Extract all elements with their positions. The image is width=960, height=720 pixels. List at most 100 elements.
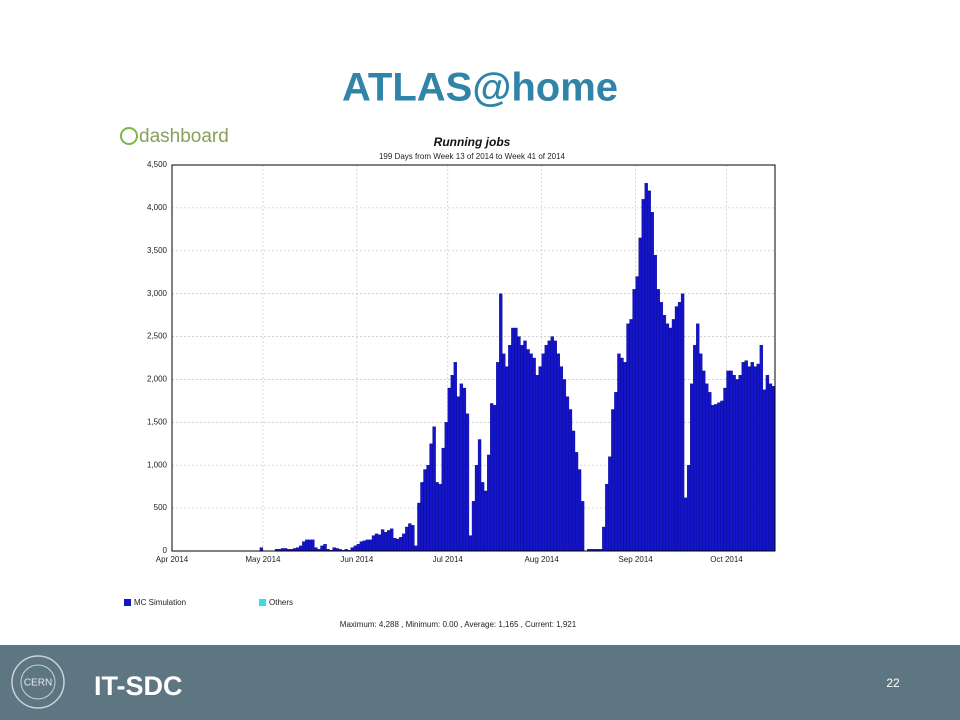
bar: [768, 383, 773, 552]
bar: [296, 547, 300, 552]
bar: [650, 212, 654, 552]
x-tick-label: May 2014: [245, 555, 281, 564]
bar: [390, 528, 394, 552]
bar: [623, 362, 627, 552]
y-tick-label: 2,000: [147, 375, 168, 384]
bar: [611, 409, 615, 552]
bar: [668, 327, 673, 552]
bar: [447, 387, 451, 552]
bar: [544, 344, 548, 552]
bar: [520, 344, 524, 552]
bar: [538, 366, 542, 552]
bar: [444, 422, 448, 552]
footer-text: IT-SDC: [94, 671, 183, 701]
bar: [480, 482, 485, 552]
logo-ring: [11, 655, 65, 709]
y-tick-label: 3,500: [147, 246, 168, 255]
bar: [477, 439, 482, 552]
bar: [647, 190, 651, 552]
bar: [486, 454, 491, 552]
bar: [696, 323, 700, 552]
bar: [393, 537, 397, 552]
y-tick-label: 500: [154, 503, 168, 512]
bar: [680, 293, 685, 552]
bar: [420, 482, 424, 552]
bar: [614, 392, 618, 552]
bar: [550, 336, 554, 552]
bar: [532, 357, 536, 552]
chart-subtitle: 199 Days from Week 13 of 2014 to Week 41…: [379, 152, 566, 161]
bar: [374, 533, 379, 552]
bar: [450, 375, 454, 552]
bar: [496, 362, 500, 552]
bar: [435, 482, 439, 552]
bar: [438, 483, 442, 552]
bar: [508, 344, 512, 552]
bar: [529, 353, 533, 552]
x-tick-label: Jun 2014: [340, 555, 373, 564]
bar: [526, 349, 530, 552]
y-tick-label: 0: [163, 546, 168, 555]
bar: [386, 530, 391, 552]
bar: [429, 443, 433, 552]
plot-frame: [171, 164, 776, 552]
y-tick-label: 1,500: [147, 417, 168, 426]
bar: [517, 336, 521, 552]
logo-ring: [20, 664, 56, 700]
bar: [399, 537, 403, 552]
bar: [711, 405, 715, 552]
bar: [641, 199, 645, 552]
bar: [490, 403, 494, 552]
x-tick-label: Oct 2014: [710, 555, 743, 564]
bar: [547, 340, 551, 552]
dashboard-logo: dashboard: [120, 126, 229, 147]
bar: [577, 469, 582, 552]
bar: [299, 545, 303, 552]
bar: [356, 543, 361, 552]
bar: [396, 538, 400, 552]
bar: [462, 387, 467, 552]
bar: [556, 353, 561, 552]
bar: [626, 323, 630, 552]
bar: [620, 357, 624, 552]
chart-stats: Maximum: 4,288 , Minimum: 0.00 , Average…: [340, 620, 577, 629]
bar: [638, 237, 642, 552]
plot: 0 500 1,000 1,500 2,000 2,500 3,000 3,500 4,000 4…: [147, 160, 776, 564]
bar: [653, 254, 657, 552]
bar: [705, 383, 709, 552]
bar: [305, 539, 309, 552]
y-tick-label: 4,500: [147, 160, 168, 169]
bar: [380, 529, 385, 552]
legend-swatch: [124, 599, 131, 606]
bar: [432, 426, 436, 552]
bar: [635, 276, 639, 552]
bar: [368, 539, 373, 552]
bar: [411, 525, 415, 552]
cern-logo-text: CERN: [24, 678, 52, 689]
bar: [483, 490, 488, 552]
y-tick-label: 1,000: [147, 460, 168, 469]
bar: [659, 302, 664, 552]
y-tick-label: 4,000: [147, 203, 168, 212]
bar: [753, 366, 757, 552]
bar: [708, 392, 712, 552]
bar: [683, 497, 688, 552]
bar: [502, 353, 506, 552]
bar: [553, 340, 557, 552]
bar: [359, 541, 364, 552]
bar: [750, 362, 754, 552]
x-tick-label: Apr 2014: [156, 555, 189, 564]
legend-swatch: [259, 599, 266, 606]
bar: [568, 409, 573, 552]
bar: [259, 547, 264, 552]
bar: [677, 302, 682, 552]
bar: [602, 526, 606, 552]
bar: [765, 375, 770, 552]
bar: [580, 501, 585, 552]
bar: [571, 430, 576, 552]
bar: [699, 353, 703, 552]
bar: [608, 456, 612, 552]
bar: [414, 545, 418, 552]
